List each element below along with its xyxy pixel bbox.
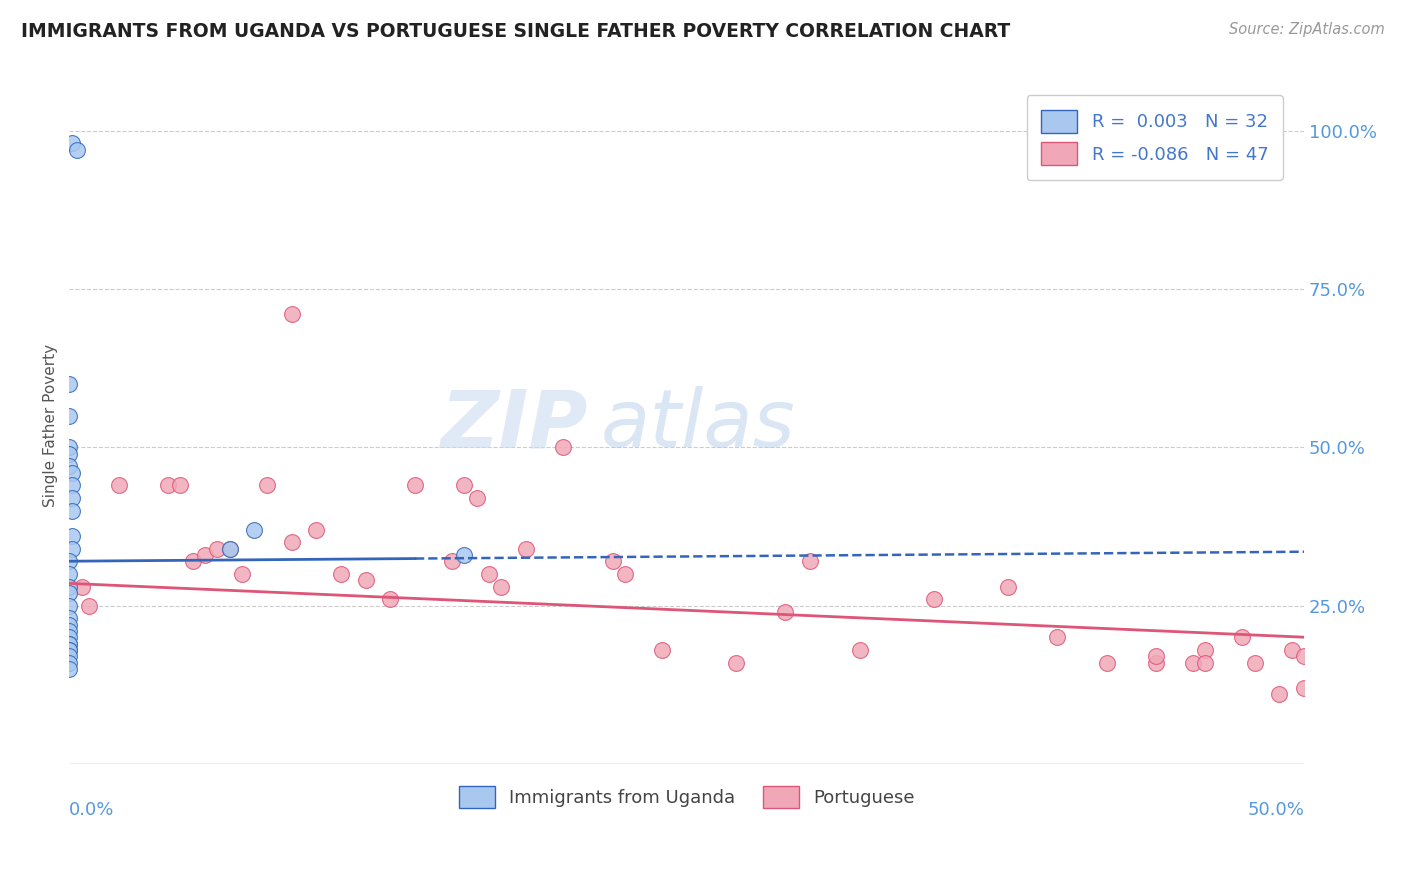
Point xyxy=(58,440,80,454)
Point xyxy=(380,592,402,607)
Point xyxy=(1194,643,1216,657)
Point xyxy=(1243,656,1265,670)
Point xyxy=(256,478,278,492)
Point xyxy=(329,566,352,581)
Point xyxy=(280,535,302,549)
Point xyxy=(725,656,748,670)
Point xyxy=(848,643,870,657)
Y-axis label: Single Father Poverty: Single Father Poverty xyxy=(44,343,58,507)
Text: ZIP: ZIP xyxy=(440,386,588,464)
Point xyxy=(58,586,80,600)
Point xyxy=(491,580,513,594)
Point xyxy=(602,554,624,568)
Text: 0.0%: 0.0% xyxy=(69,801,115,819)
Point xyxy=(799,554,821,568)
Point xyxy=(305,523,328,537)
Point xyxy=(58,656,80,670)
Point xyxy=(58,554,80,568)
Point xyxy=(194,548,217,562)
Point xyxy=(1232,630,1254,644)
Text: Source: ZipAtlas.com: Source: ZipAtlas.com xyxy=(1229,22,1385,37)
Point xyxy=(453,548,475,562)
Point xyxy=(1281,643,1303,657)
Point xyxy=(58,447,80,461)
Point xyxy=(218,541,240,556)
Point xyxy=(515,541,537,556)
Text: atlas: atlas xyxy=(600,386,794,464)
Point xyxy=(58,643,80,657)
Point xyxy=(77,599,100,613)
Point xyxy=(58,459,80,474)
Point xyxy=(207,541,229,556)
Point xyxy=(997,580,1019,594)
Point xyxy=(58,624,80,638)
Point xyxy=(243,523,266,537)
Point xyxy=(58,662,80,676)
Text: 50.0%: 50.0% xyxy=(1247,801,1305,819)
Point xyxy=(169,478,191,492)
Point xyxy=(1294,649,1316,664)
Point xyxy=(60,541,83,556)
Point xyxy=(1046,630,1069,644)
Point xyxy=(60,478,83,492)
Point xyxy=(58,643,80,657)
Point xyxy=(775,605,797,619)
Point xyxy=(58,649,80,664)
Point xyxy=(60,136,83,151)
Point xyxy=(60,466,83,480)
Point xyxy=(1181,656,1204,670)
Point xyxy=(1144,656,1167,670)
Point xyxy=(66,143,89,157)
Text: IMMIGRANTS FROM UGANDA VS PORTUGUESE SINGLE FATHER POVERTY CORRELATION CHART: IMMIGRANTS FROM UGANDA VS PORTUGUESE SIN… xyxy=(21,22,1011,41)
Legend: Immigrants from Uganda, Portuguese: Immigrants from Uganda, Portuguese xyxy=(444,772,929,822)
Point xyxy=(58,630,80,644)
Point xyxy=(1095,656,1118,670)
Point xyxy=(465,491,488,505)
Point xyxy=(60,503,83,517)
Point xyxy=(58,566,80,581)
Point xyxy=(453,478,475,492)
Point xyxy=(404,478,426,492)
Point xyxy=(58,409,80,423)
Point xyxy=(58,580,80,594)
Point xyxy=(478,566,501,581)
Point xyxy=(58,636,80,650)
Point xyxy=(218,541,240,556)
Point xyxy=(441,554,464,568)
Point xyxy=(181,554,204,568)
Point xyxy=(613,566,636,581)
Point xyxy=(60,491,83,505)
Point xyxy=(58,636,80,650)
Point xyxy=(70,580,93,594)
Point xyxy=(1294,681,1316,695)
Point xyxy=(58,376,80,391)
Point xyxy=(231,566,253,581)
Point xyxy=(1268,687,1291,701)
Point xyxy=(280,307,302,321)
Point xyxy=(553,440,575,454)
Point xyxy=(58,611,80,625)
Point xyxy=(58,599,80,613)
Point xyxy=(922,592,945,607)
Point xyxy=(651,643,673,657)
Point xyxy=(157,478,180,492)
Point xyxy=(1144,649,1167,664)
Point xyxy=(58,617,80,632)
Point xyxy=(107,478,129,492)
Point xyxy=(60,529,83,543)
Point xyxy=(354,573,377,587)
Point xyxy=(1194,656,1216,670)
